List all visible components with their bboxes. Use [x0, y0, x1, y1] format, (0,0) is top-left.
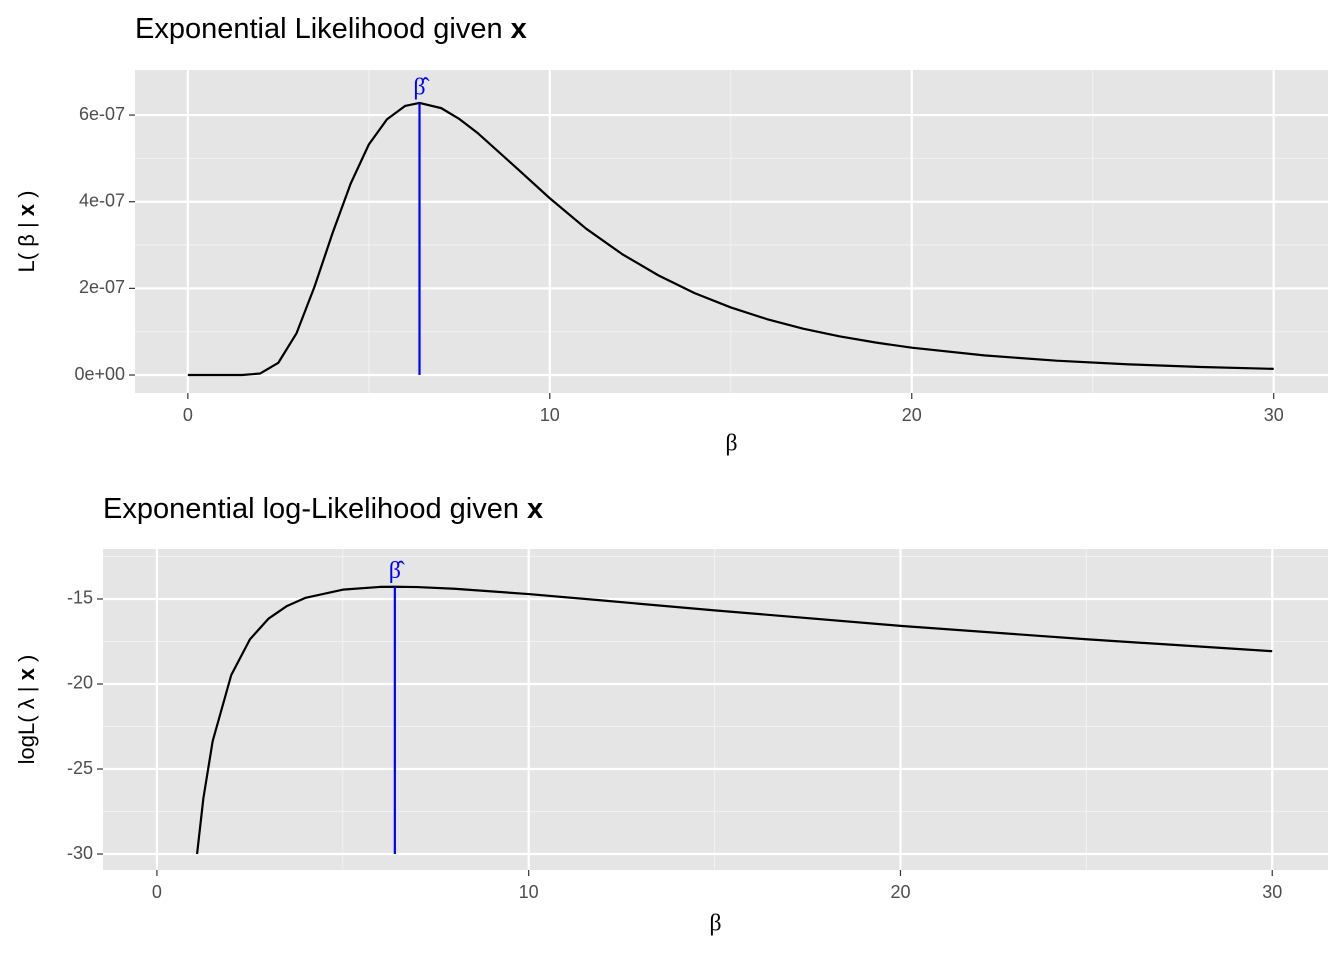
- plot-panel: [135, 70, 1328, 393]
- x-tick-label: 20: [890, 882, 910, 902]
- y-label-part: ): [14, 191, 39, 198]
- title-text: Exponential log-Likelihood given: [103, 493, 519, 525]
- x-axis-label: β: [709, 911, 721, 937]
- y-tick-label: -30: [67, 843, 93, 863]
- title-text: Exponential Likelihood given: [135, 13, 503, 45]
- chart-title: Exponential Likelihood given x: [135, 13, 527, 45]
- y-label-part: L( β |: [14, 222, 39, 272]
- y-label-part: x: [14, 203, 39, 216]
- chart-title: Exponential log-Likelihood given x: [103, 493, 543, 525]
- x-tick-label: 0: [152, 882, 162, 902]
- y-tick-label: 2e-07: [79, 277, 125, 297]
- line-series: [187, 101, 1274, 377]
- title-bold: x: [527, 493, 543, 525]
- y-tick-label: 6e-07: [79, 104, 125, 124]
- y-tick-label: -25: [67, 758, 93, 778]
- line-series: [195, 585, 1273, 855]
- y-label-part: logL( λ |: [14, 686, 39, 764]
- mle-label: β̂: [389, 558, 405, 584]
- y-label-part: ): [14, 655, 39, 662]
- x-tick-label: 10: [519, 882, 539, 902]
- y-axis-label: L( β | x ): [14, 191, 39, 273]
- x-axis-label: β: [725, 431, 737, 457]
- x-tick-label: 30: [1264, 405, 1284, 425]
- y-tick-label: -15: [67, 588, 93, 608]
- y-axis-label: logL( λ | x ): [14, 655, 39, 765]
- y-label-part: x: [14, 667, 39, 680]
- x-tick-label: 10: [540, 405, 560, 425]
- y-tick-label: -20: [67, 673, 93, 693]
- x-tick-label: 0: [183, 405, 193, 425]
- title-bold: x: [511, 13, 527, 45]
- mle-label: β̂: [413, 74, 429, 100]
- x-tick-label: 20: [902, 405, 922, 425]
- x-tick-label: 30: [1262, 882, 1282, 902]
- plot-panel: [103, 549, 1328, 870]
- y-tick-label: 0e+00: [74, 364, 125, 384]
- y-tick-label: 4e-07: [79, 190, 125, 210]
